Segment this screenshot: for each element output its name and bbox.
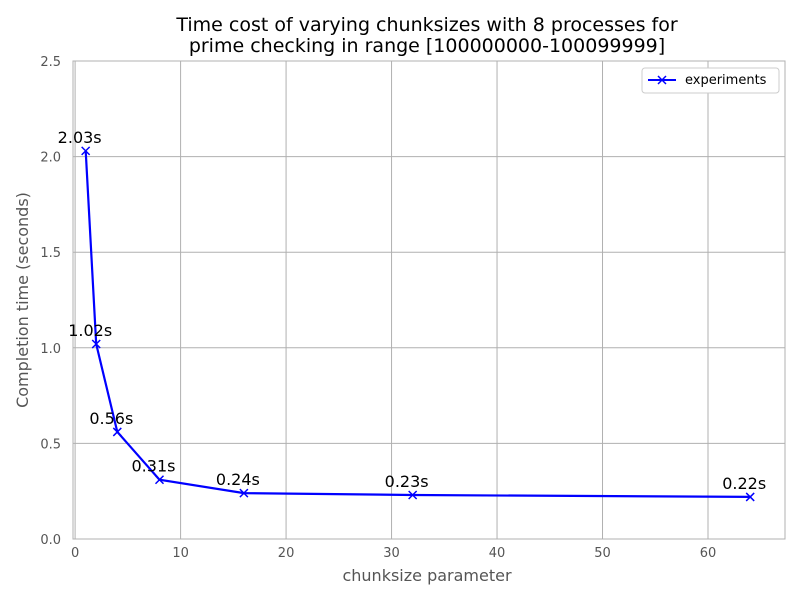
legend-marker bbox=[657, 75, 667, 85]
y-tick-label: 0.5 bbox=[40, 437, 61, 452]
data-point bbox=[112, 427, 122, 437]
x-tick-label: 60 bbox=[700, 546, 717, 561]
data-point bbox=[745, 492, 755, 502]
chart-title-line-2: prime checking in range [100000000-10009… bbox=[189, 35, 665, 57]
x-tick-label: 40 bbox=[489, 546, 506, 561]
legend-box bbox=[641, 67, 780, 94]
x-tick-label: 20 bbox=[278, 546, 295, 561]
data-point bbox=[91, 339, 101, 349]
y-tick-label: 2.0 bbox=[40, 151, 61, 166]
x-tick-label: 50 bbox=[594, 546, 611, 561]
data-label: 0.56s bbox=[89, 409, 133, 428]
x-tick-label: 10 bbox=[172, 546, 189, 561]
data-label: 1.02s bbox=[68, 321, 112, 340]
data-point bbox=[408, 490, 418, 500]
data-label: 0.24s bbox=[216, 470, 260, 489]
y-tick-label: 1.0 bbox=[40, 342, 61, 357]
data-point bbox=[154, 475, 165, 485]
plot-frame bbox=[72, 60, 786, 540]
y-tick-label: 1.5 bbox=[40, 246, 61, 261]
data-label: 0.22s bbox=[722, 474, 766, 493]
y-tick-label: 0.0 bbox=[40, 533, 61, 548]
data-point bbox=[239, 488, 249, 498]
x-tick-label: 0 bbox=[71, 546, 79, 561]
legend: experiments bbox=[641, 67, 780, 94]
x-axis-label: chunksize parameter bbox=[342, 566, 511, 585]
data-labels: 2.03s 1.02s 0.56s 0.31s 0.24s 0.23s 0.22s bbox=[58, 128, 767, 493]
y-tick-label: 2.5 bbox=[40, 55, 61, 70]
data-point bbox=[81, 146, 91, 156]
legend-entry-label: experiments bbox=[685, 73, 767, 88]
ticks: 0 10 20 30 40 50 60 0.0 0.5 1.0 1.5 2.0 2.5 bbox=[40, 55, 716, 561]
data-label: 0.23s bbox=[385, 472, 429, 491]
y-axis-label: Completion time (seconds) bbox=[13, 192, 32, 408]
data-label: 2.03s bbox=[58, 128, 102, 147]
chart-title-line-1: Time cost of varying chunksizes with 8 p… bbox=[175, 14, 677, 36]
x-tick-label: 30 bbox=[383, 546, 400, 561]
data-label: 0.31s bbox=[132, 457, 176, 476]
series-layer bbox=[81, 146, 755, 502]
